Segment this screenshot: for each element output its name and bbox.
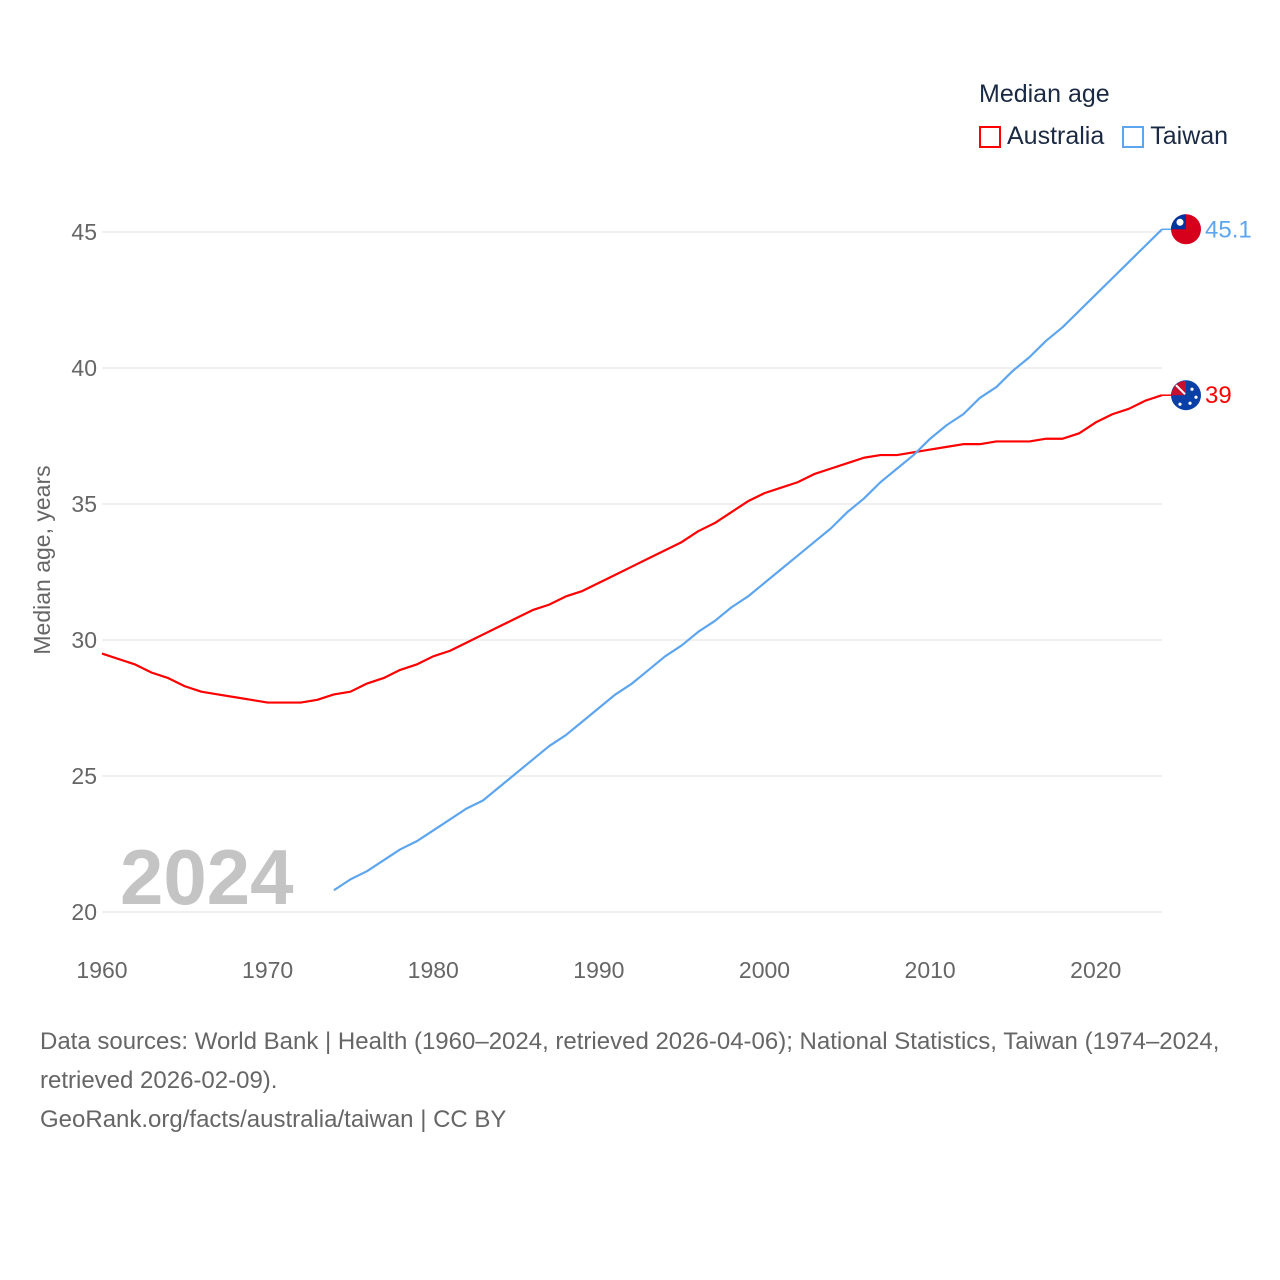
sun-icon — [1176, 218, 1184, 226]
y-tick-label: 30 — [71, 627, 97, 653]
footer: Data sources: World Bank | Health (1960–… — [40, 1022, 1250, 1139]
end-value-label: 45.1 — [1205, 216, 1252, 243]
y-tick-label: 25 — [71, 763, 97, 789]
source-link[interactable]: GeoRank.org/facts/australia/taiwan | CC … — [40, 1106, 507, 1133]
legend-label: Taiwan — [1150, 122, 1229, 150]
star-icon — [1188, 401, 1192, 405]
series-line-taiwan — [333, 228, 1163, 892]
x-tick-label: 1960 — [76, 957, 127, 983]
line-chart: 20 25 30 35 40 45 1960 1970 1980 1990 2000 2010 2020… — [29, 214, 1252, 983]
y-tick-label: 40 — [71, 355, 97, 381]
year-label: 2024 — [120, 833, 294, 921]
legend-item-taiwan[interactable]: Taiwan — [1122, 122, 1228, 151]
legend: Australia Taiwan — [979, 122, 1228, 151]
star-icon — [1178, 402, 1182, 406]
x-tick-label: 1980 — [408, 957, 459, 983]
x-tick-label: 1970 — [242, 957, 293, 983]
y-tick-label: 20 — [71, 899, 97, 925]
y-tick-label: 35 — [71, 491, 97, 517]
star-icon — [1194, 395, 1198, 399]
legend-swatch — [979, 125, 1001, 148]
star-icon — [1190, 387, 1194, 391]
data-sources: Data sources: World Bank | Health (1960–… — [40, 1028, 1220, 1094]
legend-title: Median age — [979, 80, 1110, 108]
y-tick-label: 45 — [71, 219, 97, 245]
legend-swatch — [1122, 125, 1145, 148]
union-cross — [1175, 384, 1186, 395]
x-tick-label: 2020 — [1070, 957, 1121, 983]
legend-item-australia[interactable]: Australia — [979, 122, 1104, 151]
legend-label: Australia — [1007, 122, 1105, 150]
x-tick-label: 2000 — [739, 957, 790, 983]
y-axis-label: Median age, years — [29, 465, 55, 654]
series-line-australia — [101, 394, 1163, 704]
end-value-label: 39 — [1205, 382, 1232, 409]
x-tick-label: 1990 — [573, 957, 624, 983]
x-tick-label: 2010 — [905, 957, 956, 983]
